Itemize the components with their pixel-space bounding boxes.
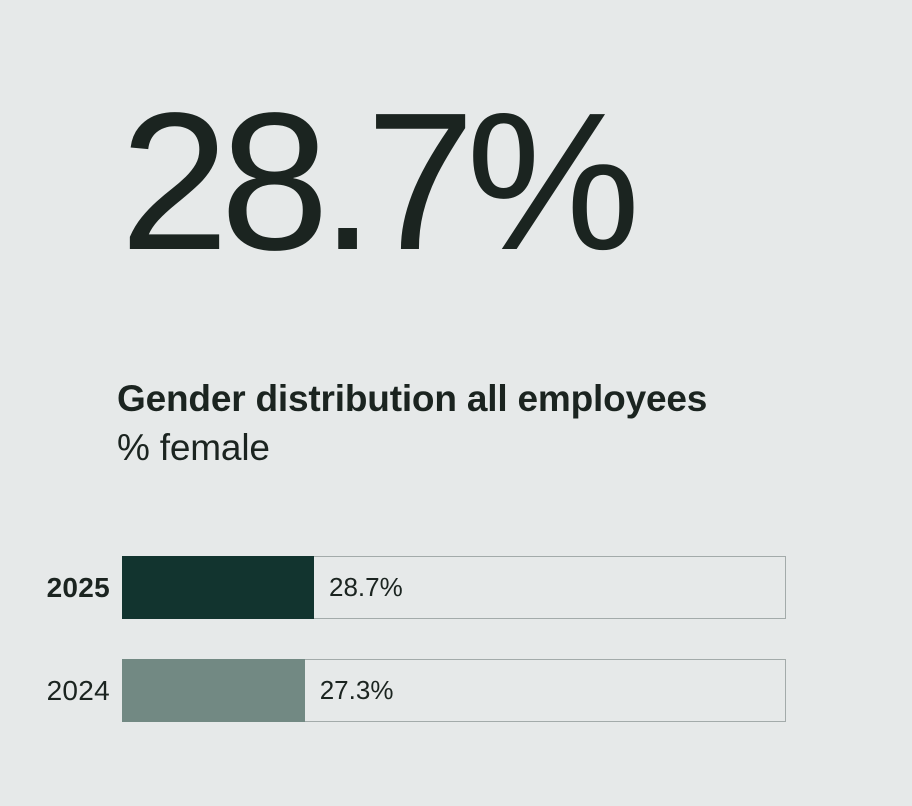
chart-subtitle: % female [117, 427, 270, 469]
headline-value: 28.7% [120, 72, 640, 291]
bar-track: 27.3% [122, 659, 786, 722]
bar-value-label: 28.7% [328, 572, 403, 602]
bar-fill [122, 556, 314, 619]
bar-year-label: 2025 [46, 571, 110, 603]
bar-fill [122, 659, 305, 722]
bar-year-label: 2024 [46, 674, 110, 706]
bar-value-label: 27.3% [319, 675, 394, 705]
chart-title-block: Gender distribution all employees % fema… [117, 374, 707, 472]
bar-row: 2025 28.7% [0, 556, 912, 619]
chart-title: Gender distribution all employees [117, 378, 708, 419]
bar-chart: 2025 28.7% 2024 27.3% [0, 556, 912, 722]
bar-track: 28.7% [122, 556, 786, 619]
bar-row: 2024 27.3% [0, 659, 912, 722]
